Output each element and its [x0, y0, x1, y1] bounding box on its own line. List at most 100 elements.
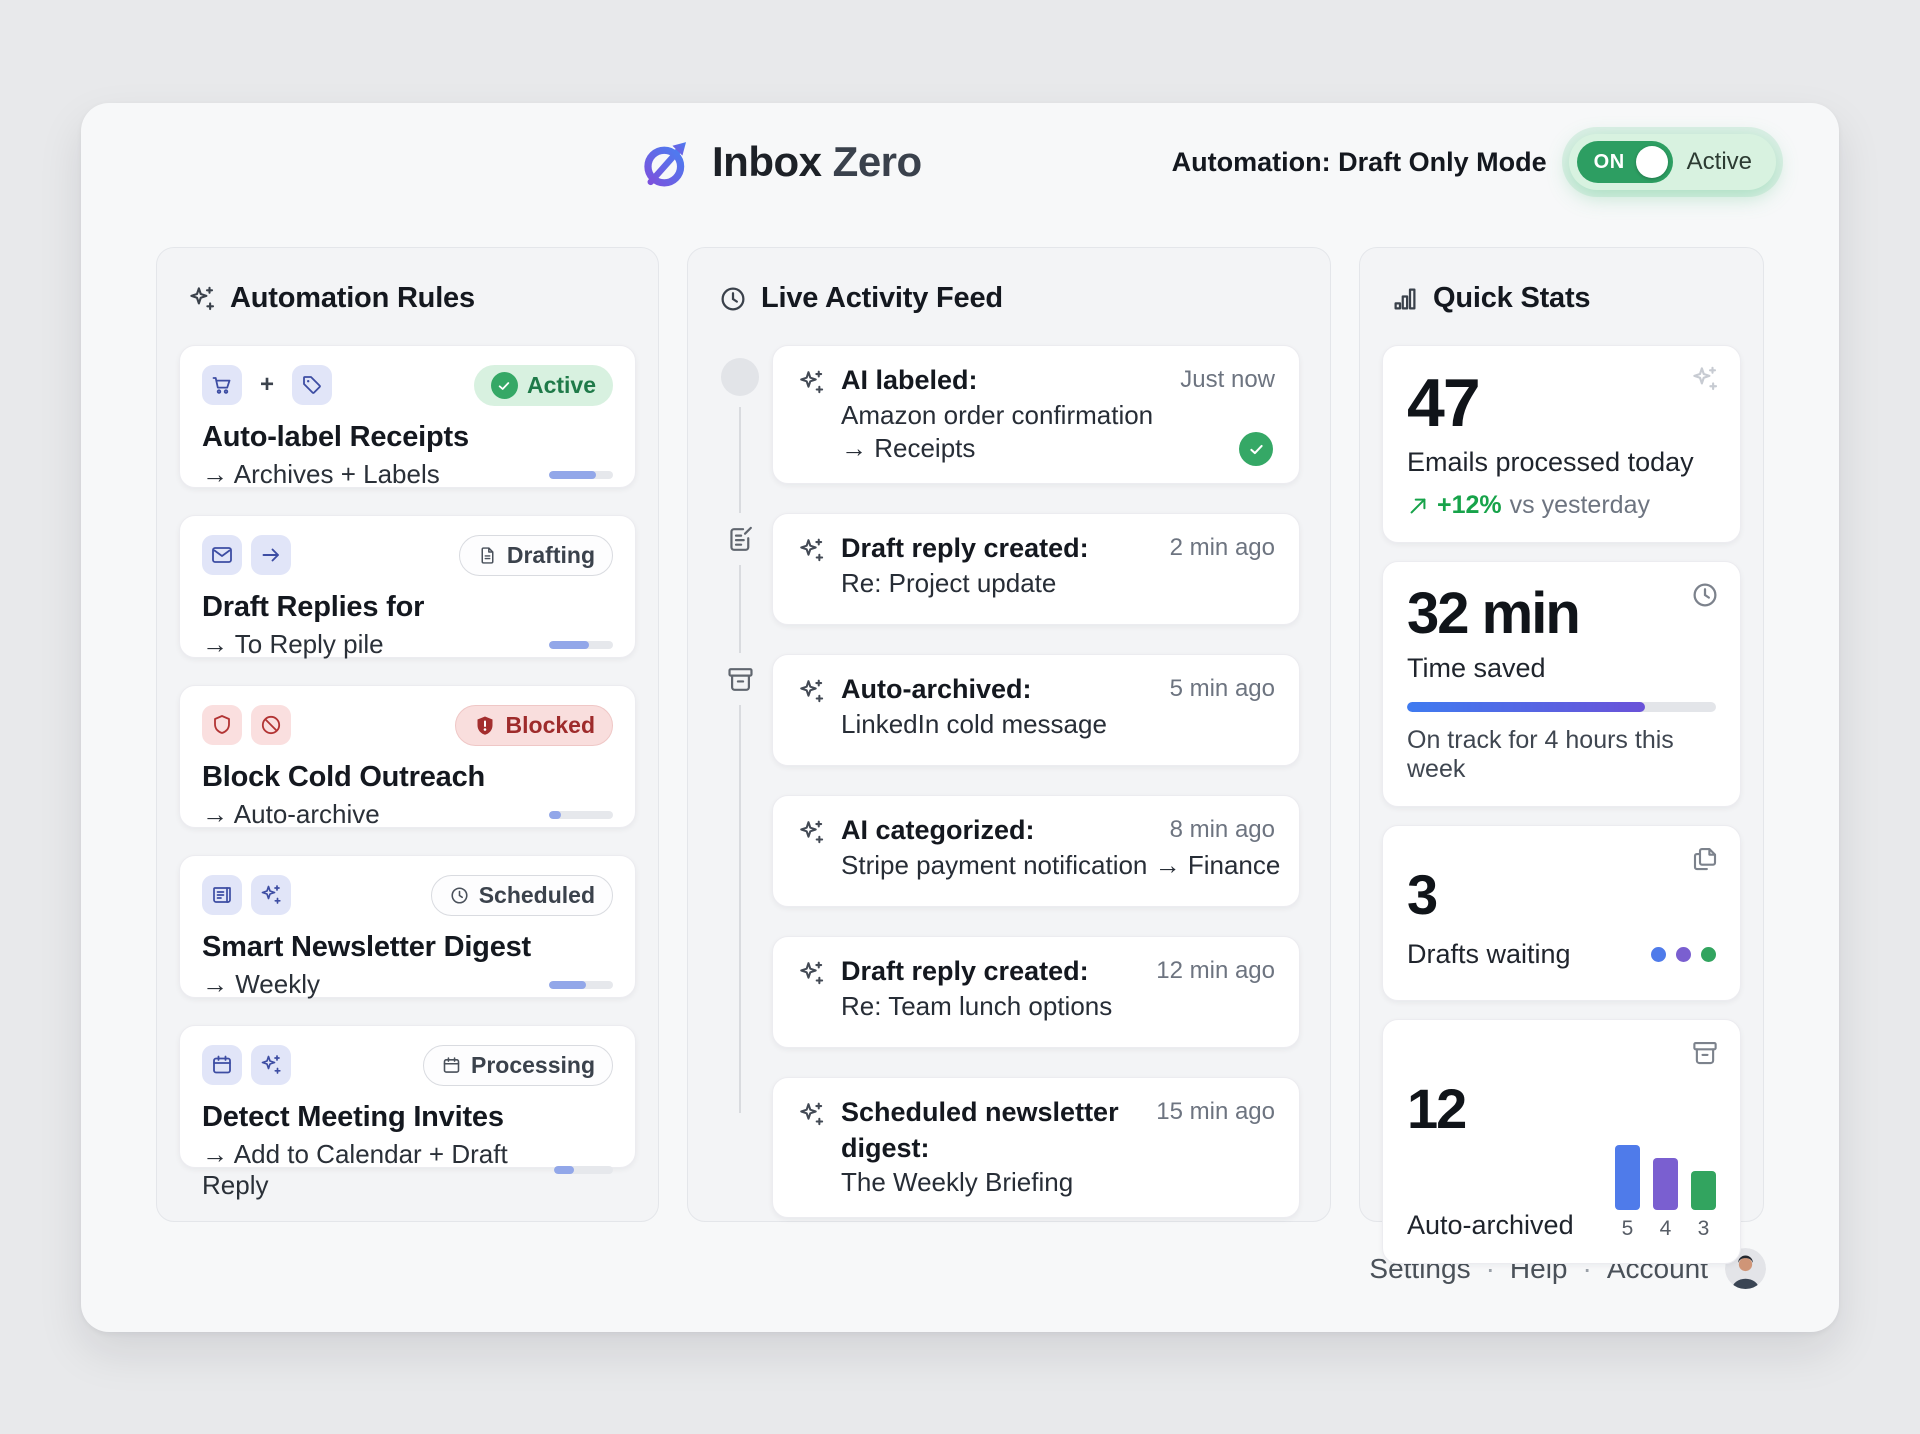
- rule-top-row: Drafting: [202, 535, 613, 576]
- automation-mode-label: Automation: Draft Only Mode: [1171, 146, 1547, 177]
- feed-item-detail: Re: Team lunch options: [841, 990, 1113, 1021]
- toggle-track[interactable]: ON: [1576, 141, 1673, 183]
- time-saved-progress-bar: [1407, 702, 1716, 713]
- stat-delta-row: +12% vs yesterday: [1407, 491, 1716, 520]
- status-badge: Processing: [423, 1045, 613, 1086]
- rule-top-row: Blocked: [202, 705, 613, 746]
- stat-card-auto-archived: 12 Auto-archived 5 4: [1382, 1019, 1741, 1265]
- rule-action: → Auto-archive: [202, 799, 380, 829]
- stat-label: Auto-archived: [1407, 1210, 1574, 1241]
- timeline-dot: [721, 358, 759, 396]
- stat-card-time-saved: 32 min Time saved On track for 4 hours t…: [1382, 561, 1741, 808]
- stat-card-emails-processed: 47 Emails processed today +12% vs yester…: [1382, 345, 1741, 544]
- file-pen-icon: [717, 513, 763, 565]
- bar-column: 4: [1653, 1158, 1678, 1241]
- stat-label: Drafts waiting: [1407, 939, 1571, 970]
- dot-green: [1701, 947, 1716, 963]
- check-circle-icon: [1239, 432, 1273, 467]
- delta-suffix: vs yesterday: [1509, 491, 1650, 520]
- automation-toggle[interactable]: ON Active: [1568, 134, 1776, 190]
- bar-label: 3: [1697, 1217, 1710, 1241]
- rule-progress-bar: [549, 810, 613, 819]
- stat-value: 32 min: [1407, 581, 1581, 647]
- dot-blue: [1651, 947, 1666, 963]
- stat-label: Time saved: [1407, 653, 1546, 684]
- rule-bottom-row: → To Reply pile: [202, 629, 613, 660]
- app-title: Inbox Zero: [712, 138, 922, 185]
- rule-card-draft-replies[interactable]: Drafting Draft Replies for → To Reply pi…: [179, 515, 636, 660]
- rule-icons: +: [202, 365, 333, 405]
- rule-card-block-cold-outreach[interactable]: Blocked Block Cold Outreach → Auto-archi…: [179, 685, 636, 830]
- automation-rules-header: Automation Rules: [187, 282, 636, 315]
- trend-up-icon: [1410, 498, 1426, 514]
- rule-top-row: Processing: [202, 1045, 613, 1086]
- rule-card-auto-label-receipts[interactable]: + Active Auto-label Receipts → Archives …: [179, 345, 636, 489]
- feed-item-title: Draft reply created:: [841, 956, 1089, 987]
- sparkles-icon: [1690, 364, 1720, 399]
- copy-icon: [1690, 844, 1720, 879]
- feed-item-time: 15 min ago: [1156, 1098, 1275, 1126]
- mail-icon: [202, 535, 242, 575]
- sparkles-icon: [797, 954, 841, 1023]
- feed-item-detail: The Weekly Briefing: [841, 1167, 1074, 1198]
- feed-item-draft-reply-project[interactable]: Draft reply created: 2 min ago Re: Proje…: [772, 513, 1300, 626]
- panel-title: Quick Stats: [1433, 282, 1591, 314]
- icon-joiner: +: [260, 371, 275, 398]
- automation-mode-control: Automation: Draft Only Mode ON Active: [1172, 134, 1776, 190]
- footer-separator: ·: [1582, 1252, 1592, 1284]
- stat-bottom-row: Auto-archived 5 4: [1407, 1145, 1716, 1241]
- clock-icon: [1690, 580, 1720, 615]
- rule-icons: [202, 535, 291, 575]
- inbox-zero-logo-icon: [644, 142, 687, 187]
- rules-list: + Active Auto-label Receipts → Archives …: [179, 345, 636, 1200]
- stat-value: 3: [1407, 863, 1438, 927]
- status-badge: Active: [473, 365, 613, 406]
- rule-progress-bar: [553, 1166, 613, 1174]
- feed-item-detail: LinkedIn cold message: [841, 708, 1107, 739]
- newspaper-icon: [202, 875, 242, 915]
- panel-title: Live Activity Feed: [761, 282, 1003, 314]
- feed-item-ai-labeled[interactable]: AI labeled: Just now Amazon order confir…: [772, 345, 1300, 485]
- sparkles-icon: [251, 1045, 291, 1085]
- sparkles-icon: [797, 672, 841, 741]
- rule-card-detect-meeting-invites[interactable]: Processing Detect Meeting Invites → Add …: [179, 1025, 636, 1200]
- sparkles-icon: [797, 363, 841, 466]
- feed-item-auto-archived[interactable]: Auto-archived: 5 min ago LinkedIn cold m…: [772, 654, 1300, 767]
- rule-bottom-row: → Auto-archive: [202, 799, 613, 830]
- rule-card-newsletter-digest[interactable]: Scheduled Smart Newsletter Digest → Week…: [179, 855, 636, 999]
- header: Inbox Zero Automation: Draft Only Mode O…: [81, 103, 1839, 195]
- tag-icon: [292, 365, 333, 405]
- sparkles-icon: [797, 531, 841, 600]
- clock-icon: [721, 287, 745, 310]
- feed-item-newsletter-digest[interactable]: Scheduled newsletter digest: 15 min ago …: [772, 1077, 1300, 1219]
- automation-rules-panel: Automation Rules + Active: [156, 247, 659, 1222]
- panel-title: Automation Rules: [230, 282, 475, 314]
- feed-item-draft-reply-lunch[interactable]: Draft reply created: 12 min ago Re: Team…: [772, 936, 1300, 1049]
- bar-label: 5: [1621, 1217, 1634, 1241]
- draft-status-dots: [1651, 947, 1716, 970]
- bar-label: 4: [1659, 1217, 1672, 1241]
- bar-column: 3: [1691, 1171, 1716, 1241]
- feed-body: AI labeled: Just now Amazon order confir…: [710, 345, 1300, 1219]
- rule-icons: [202, 705, 291, 745]
- feed-item-time: 8 min ago: [1169, 816, 1275, 844]
- rule-top-row: + Active: [202, 365, 613, 406]
- archive-icon: [1690, 1038, 1720, 1073]
- delta-value: +12%: [1437, 491, 1502, 520]
- status-badge: Scheduled: [430, 875, 613, 916]
- rule-action: → Weekly: [202, 969, 320, 999]
- feed-item-title: Scheduled newsletter digest:: [841, 1097, 1119, 1163]
- feed-item-title: Draft reply created:: [841, 533, 1089, 564]
- toggle-status-label: Active: [1686, 148, 1752, 175]
- rule-title: Detect Meeting Invites: [202, 1101, 504, 1133]
- feed-timeline: [710, 345, 772, 1218]
- feed-item-detail: Stripe payment notification → Finance: [841, 849, 1281, 880]
- file-icon: [481, 547, 494, 564]
- stat-value: 12: [1407, 1077, 1467, 1141]
- app-logo: Inbox Zero: [638, 131, 922, 193]
- feed-item-time: 5 min ago: [1169, 675, 1275, 703]
- toggle-knob[interactable]: [1635, 146, 1668, 178]
- main-panel: Inbox Zero Automation: Draft Only Mode O…: [81, 103, 1839, 1332]
- feed-item-ai-categorized[interactable]: AI categorized: 8 min ago Stripe payment…: [772, 795, 1300, 908]
- sparkles-icon: [190, 286, 215, 310]
